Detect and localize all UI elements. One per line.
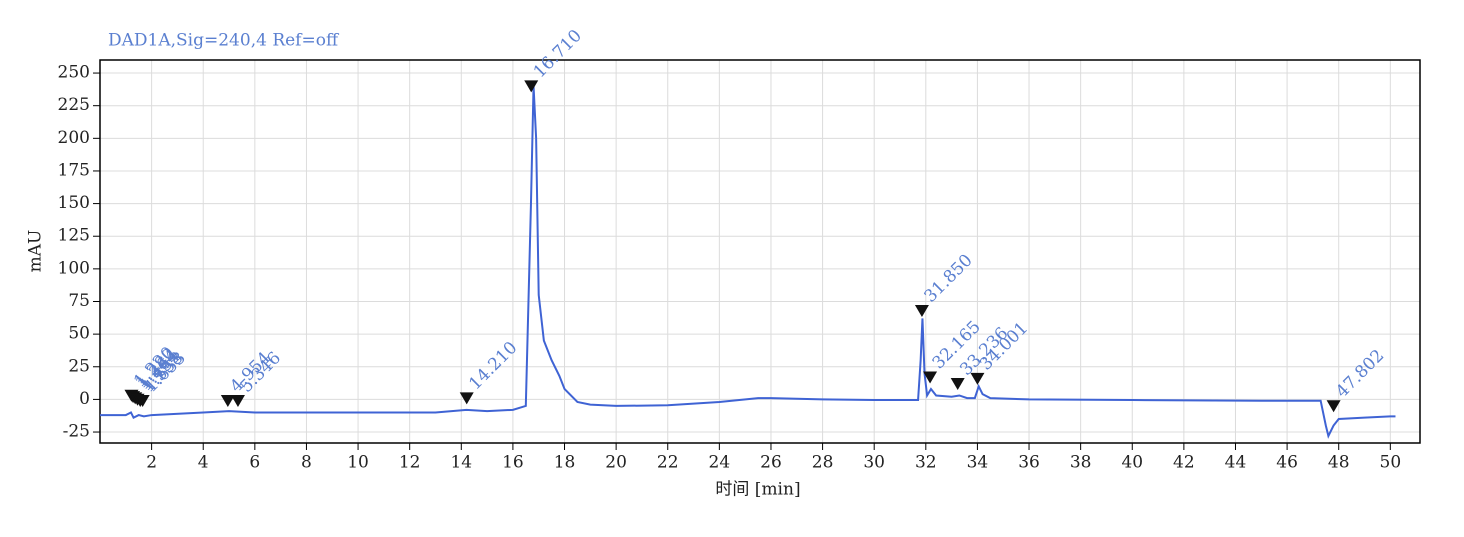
x-tick-label: 24 bbox=[709, 453, 731, 473]
y-tick-label: 0 bbox=[79, 389, 90, 409]
y-tick-label: 225 bbox=[58, 95, 90, 115]
y-tick-label: 50 bbox=[68, 324, 90, 344]
peak-marker bbox=[524, 80, 539, 93]
x-tick-label: 14 bbox=[450, 453, 472, 473]
y-tick-label: -25 bbox=[63, 422, 90, 442]
x-tick-label: 8 bbox=[301, 453, 312, 473]
x-tick-label: 36 bbox=[1018, 453, 1040, 473]
x-tick-label: 44 bbox=[1225, 453, 1247, 473]
x-tick-label: 34 bbox=[967, 453, 989, 473]
peak-marker bbox=[220, 395, 235, 408]
x-tick-label: 16 bbox=[502, 453, 524, 473]
peak-marker bbox=[230, 395, 245, 408]
y-axis-label: mAU bbox=[26, 230, 46, 273]
peak-marker bbox=[923, 371, 938, 384]
peak-marker bbox=[950, 378, 965, 391]
x-tick-label: 18 bbox=[554, 453, 576, 473]
y-tick-label: 100 bbox=[58, 258, 90, 278]
x-tick-label: 30 bbox=[863, 453, 885, 473]
y-tick-label: 75 bbox=[68, 291, 90, 311]
x-axis-label: 时间 [min] bbox=[715, 480, 800, 500]
x-tick-label: 48 bbox=[1328, 453, 1350, 473]
x-tick-label: 22 bbox=[657, 453, 679, 473]
x-tick-label: 6 bbox=[249, 453, 260, 473]
peak-marker bbox=[135, 395, 150, 408]
peak-marker bbox=[970, 372, 985, 385]
y-tick-label: 25 bbox=[68, 356, 90, 376]
x-tick-label: 4 bbox=[198, 453, 209, 473]
x-tick-label: 40 bbox=[1121, 453, 1143, 473]
peak-marker bbox=[914, 304, 929, 317]
x-tick-label: 28 bbox=[812, 453, 834, 473]
y-tick-label: 250 bbox=[58, 63, 90, 83]
y-tick-label: 150 bbox=[58, 193, 90, 213]
chart-title: DAD1A,Sig=240,4 Ref=off bbox=[108, 31, 340, 51]
x-tick-label: 26 bbox=[760, 453, 782, 473]
x-tick-label: 12 bbox=[399, 453, 421, 473]
y-tick-label: 200 bbox=[58, 128, 90, 148]
x-tick-label: 46 bbox=[1276, 453, 1298, 473]
y-tick-label: 125 bbox=[58, 226, 90, 246]
plot-frame bbox=[99, 59, 1421, 444]
x-tick-label: 2 bbox=[146, 453, 157, 473]
x-tick-label: 32 bbox=[915, 453, 937, 473]
x-tick-label: 50 bbox=[1380, 453, 1402, 473]
x-tick-label: 10 bbox=[347, 453, 369, 473]
peak-marker bbox=[1326, 400, 1341, 413]
peak-marker bbox=[459, 392, 474, 405]
x-tick-label: 38 bbox=[1070, 453, 1092, 473]
y-tick-label: 175 bbox=[58, 160, 90, 180]
signal-line bbox=[100, 86, 1396, 439]
x-tick-label: 42 bbox=[1173, 453, 1195, 473]
x-tick-label: 20 bbox=[605, 453, 627, 473]
